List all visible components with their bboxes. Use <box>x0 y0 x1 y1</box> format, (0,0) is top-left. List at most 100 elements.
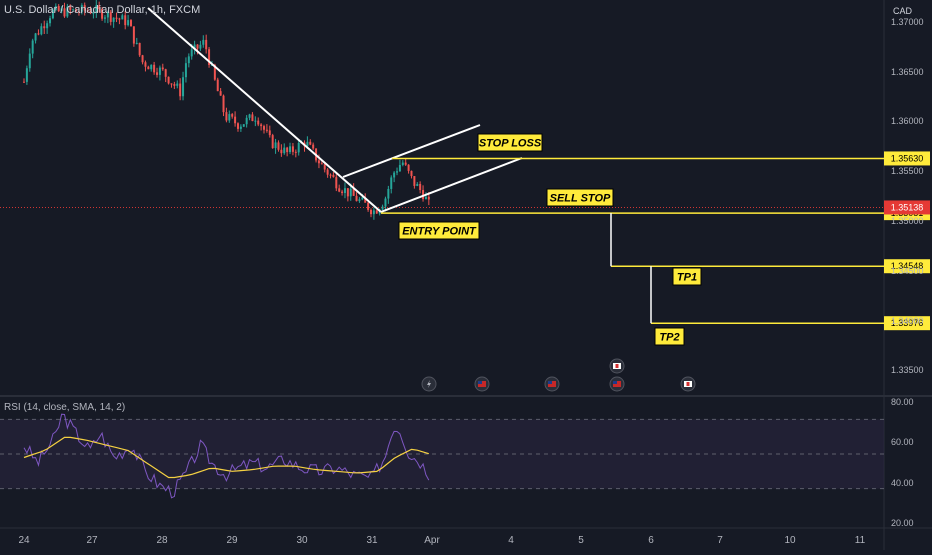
candle-body <box>57 6 60 12</box>
candle-body <box>309 141 312 145</box>
rsi-sma-line <box>23 436 429 479</box>
candle-body <box>427 196 430 200</box>
rsi-y-tick-label: 40.00 <box>891 478 914 488</box>
candle-body <box>297 142 300 153</box>
candle-body <box>77 11 80 13</box>
candle-body <box>31 40 34 54</box>
candle-body <box>231 114 234 117</box>
x-tick-label: 7 <box>717 535 723 546</box>
annotation-box <box>654 327 685 346</box>
candle-body <box>63 8 66 17</box>
x-tick-label: 31 <box>366 535 378 546</box>
candle-body <box>34 33 37 41</box>
candle-body <box>95 5 98 13</box>
current-price-label: 1.35138 <box>891 202 924 212</box>
ca-flag-leaf-icon <box>615 364 619 368</box>
candle-body <box>245 117 248 125</box>
candle-body <box>424 196 427 200</box>
x-tick-label: 10 <box>784 535 796 546</box>
candle-body <box>317 160 320 164</box>
candle-body <box>106 12 109 18</box>
annotation-box <box>672 267 702 286</box>
rsi-y-tick-label: 80.00 <box>891 397 914 407</box>
chart-title: U.S. Dollar / Canadian Dollar, 1h, FXCM <box>4 4 201 16</box>
candle-body <box>326 169 329 175</box>
candle-body <box>335 177 338 189</box>
y-tick-label: 1.34000 <box>891 316 924 326</box>
candle-body <box>167 76 170 84</box>
candle-body <box>236 123 239 129</box>
candle-body <box>422 190 425 200</box>
annotation-label: TP2 <box>659 332 679 344</box>
candle-body <box>135 42 138 44</box>
candle-body <box>271 135 274 149</box>
y-tick-label: 1.37000 <box>891 17 924 27</box>
candle-body <box>118 18 121 20</box>
candle-body <box>121 15 124 20</box>
candle-body <box>225 112 228 121</box>
candle-body <box>103 17 106 19</box>
candle-body <box>384 198 387 207</box>
candle-body <box>89 10 92 14</box>
candle-body <box>208 49 211 65</box>
candle-body <box>329 174 332 176</box>
candle-body <box>349 188 352 197</box>
candle-body <box>265 129 268 131</box>
y-tick-label: 1.33500 <box>891 365 924 375</box>
candle-body <box>98 5 101 10</box>
candle-body <box>242 124 245 127</box>
candle-body <box>187 56 190 64</box>
candle-body <box>381 206 384 210</box>
candle-body <box>401 162 404 165</box>
candle-body <box>51 9 54 19</box>
candle-body <box>112 17 115 22</box>
candle-body <box>291 146 294 152</box>
candle-body <box>364 197 367 203</box>
candle-body <box>69 6 72 10</box>
x-tick-label: 29 <box>226 535 238 546</box>
candle-body <box>150 64 153 70</box>
annotation-label: TP1 <box>677 272 697 284</box>
candle-body <box>294 151 297 153</box>
candle-body <box>283 147 286 154</box>
candle-body <box>184 63 187 78</box>
candle-body <box>410 170 413 177</box>
downtrend-line <box>147 7 382 213</box>
candle-body <box>372 210 375 215</box>
candle-body <box>390 177 393 189</box>
candle-body <box>263 126 266 130</box>
annotation-label: SELL STOP <box>550 193 611 205</box>
candle-body <box>66 6 69 17</box>
candle-body <box>196 44 199 49</box>
candle-body <box>352 188 355 196</box>
candle-body <box>277 142 280 150</box>
candle-body <box>413 176 416 186</box>
candle-body <box>141 55 144 63</box>
candle-body <box>92 12 95 14</box>
y-tick-label: 1.35000 <box>891 216 924 226</box>
candle-body <box>387 188 390 199</box>
candle-body <box>407 164 410 171</box>
us-flag-canton-icon <box>613 381 617 384</box>
x-tick-label: 24 <box>18 535 30 546</box>
candle-body <box>216 79 219 92</box>
candle-body <box>83 5 86 11</box>
candle-body <box>43 26 46 29</box>
candle-body <box>205 39 208 50</box>
candle-body <box>396 171 399 173</box>
candle-body <box>280 149 283 154</box>
candle-body <box>274 142 277 149</box>
rsi-y-tick-label: 60.00 <box>891 437 914 447</box>
candle-body <box>37 33 40 35</box>
rsi-line <box>23 413 430 499</box>
current-price-tag <box>884 200 930 215</box>
candle-body <box>222 95 225 113</box>
candle-body <box>419 183 422 191</box>
candle-body <box>361 197 364 200</box>
candle-body <box>101 9 104 19</box>
candle-body <box>358 199 361 202</box>
candle-body <box>170 83 173 85</box>
candle-body <box>193 44 196 50</box>
candle-body <box>127 20 130 26</box>
